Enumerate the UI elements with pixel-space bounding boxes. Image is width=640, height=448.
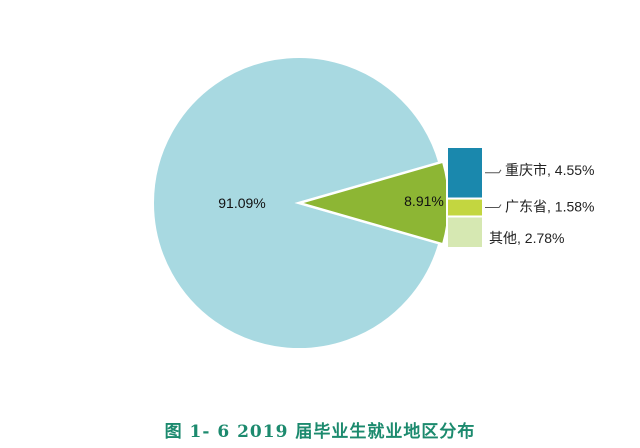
leader-line <box>485 169 502 174</box>
breakdown-segment <box>446 197 484 218</box>
breakdown-label: 广东省, 1.58% <box>505 199 594 215</box>
figure-caption: 图 1- 6 2019 届毕业生就业地区分布 <box>164 422 476 442</box>
breakdown-label: 其他, 2.78% <box>489 230 564 246</box>
breakdown-segment <box>446 215 484 249</box>
leader-line <box>485 204 502 209</box>
slice-label-main: 91.09% <box>218 195 265 211</box>
slice-label-breakdown: 8.91% <box>404 193 444 209</box>
breakdown-label: 重庆市, 4.55% <box>505 162 594 178</box>
breakdown-stack <box>446 146 484 249</box>
main-pie <box>152 56 451 350</box>
breakdown-segment <box>446 146 484 200</box>
chart-labels: 91.09% 8.91% 重庆市, 4.55% 广东省, 1.58% 其他, 2.78% <box>218 162 594 246</box>
